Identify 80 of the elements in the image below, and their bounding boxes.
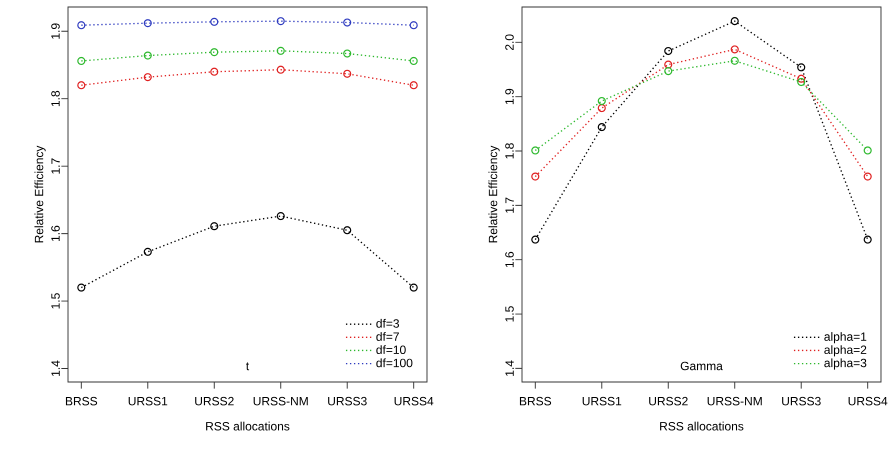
x-tick-label: URSS-NM xyxy=(254,396,308,406)
x-tick-label: URSS1 xyxy=(128,396,168,406)
x-tick-label: URSS-NM xyxy=(708,396,762,406)
legend-label: alpha=2 xyxy=(824,345,866,356)
x-tick-label: URSS3 xyxy=(782,396,821,406)
point xyxy=(144,248,152,256)
point xyxy=(864,146,872,155)
point xyxy=(730,45,739,54)
point xyxy=(797,63,806,72)
point xyxy=(730,56,739,65)
x-tick-label: BRSS xyxy=(66,396,98,406)
point xyxy=(410,56,418,66)
point xyxy=(598,96,606,106)
legend-label: df=100 xyxy=(376,358,412,368)
point xyxy=(531,146,540,155)
point xyxy=(77,56,86,66)
x-tick-label: URSS3 xyxy=(328,396,367,406)
legend-label: alpha=1 xyxy=(824,332,866,344)
y-tick-label: 1.5 xyxy=(51,293,60,308)
point xyxy=(410,21,418,30)
x-tick-label: URSS1 xyxy=(582,396,622,406)
point xyxy=(664,46,672,56)
point xyxy=(144,73,152,82)
point xyxy=(797,74,806,83)
legend-label: df=7 xyxy=(376,332,399,341)
y-tick-label: 1.5 xyxy=(505,306,514,322)
legend-label: df=10 xyxy=(376,345,406,354)
x-tick-label: BRSS xyxy=(520,396,552,406)
point xyxy=(210,18,218,26)
point xyxy=(343,70,352,78)
point xyxy=(531,172,540,181)
point xyxy=(276,46,285,55)
legend-label: alpha=3 xyxy=(824,358,866,370)
point xyxy=(797,78,806,86)
y-tick-label: 1.6 xyxy=(51,226,60,242)
y-tick-label: 2.0 xyxy=(505,34,514,50)
point xyxy=(410,284,418,292)
y-tick-label: 1.8 xyxy=(51,90,60,106)
point xyxy=(276,66,285,74)
point xyxy=(864,236,872,244)
y-axis-title: Relative Efficiency xyxy=(34,146,46,242)
x-tick-label: URSS4 xyxy=(394,396,434,406)
y-tick-label: 1.8 xyxy=(505,143,514,158)
point xyxy=(276,17,285,26)
point xyxy=(77,81,86,90)
point xyxy=(410,81,418,90)
legend-label: df=3 xyxy=(376,318,400,328)
y-tick-label: 1.6 xyxy=(505,252,514,268)
point xyxy=(531,236,540,244)
y-tick-label: 1.4 xyxy=(505,360,514,376)
x-tick-label: URSS2 xyxy=(195,396,234,406)
point xyxy=(144,19,152,28)
point xyxy=(343,226,352,234)
point xyxy=(343,18,352,27)
point xyxy=(144,51,152,60)
point xyxy=(664,67,672,76)
annotation: t xyxy=(246,362,250,370)
y-tick-label: 1.7 xyxy=(505,198,514,213)
point xyxy=(276,212,285,220)
x-tick-label: URSS4 xyxy=(848,396,888,406)
point xyxy=(598,123,606,132)
y-tick-label: 1.9 xyxy=(51,24,60,39)
point xyxy=(343,49,352,58)
y-tick-label: 1.7 xyxy=(51,158,60,174)
point xyxy=(210,48,218,56)
x-axis-title: RSS allocations xyxy=(206,422,290,431)
annotation: Gamma xyxy=(680,362,723,370)
point xyxy=(77,21,86,30)
point xyxy=(210,68,218,76)
point xyxy=(77,284,86,292)
y-tick-label: 1.4 xyxy=(51,360,60,376)
y-tick-label: 1.9 xyxy=(505,88,514,104)
point xyxy=(730,17,739,26)
point xyxy=(598,104,606,112)
point xyxy=(664,60,672,69)
x-tick-label: URSS2 xyxy=(649,396,688,406)
point xyxy=(864,172,872,181)
point xyxy=(210,222,218,230)
y-axis-title: Relative Efficiency xyxy=(488,146,500,242)
x-axis-title: RSS allocations xyxy=(660,422,744,431)
